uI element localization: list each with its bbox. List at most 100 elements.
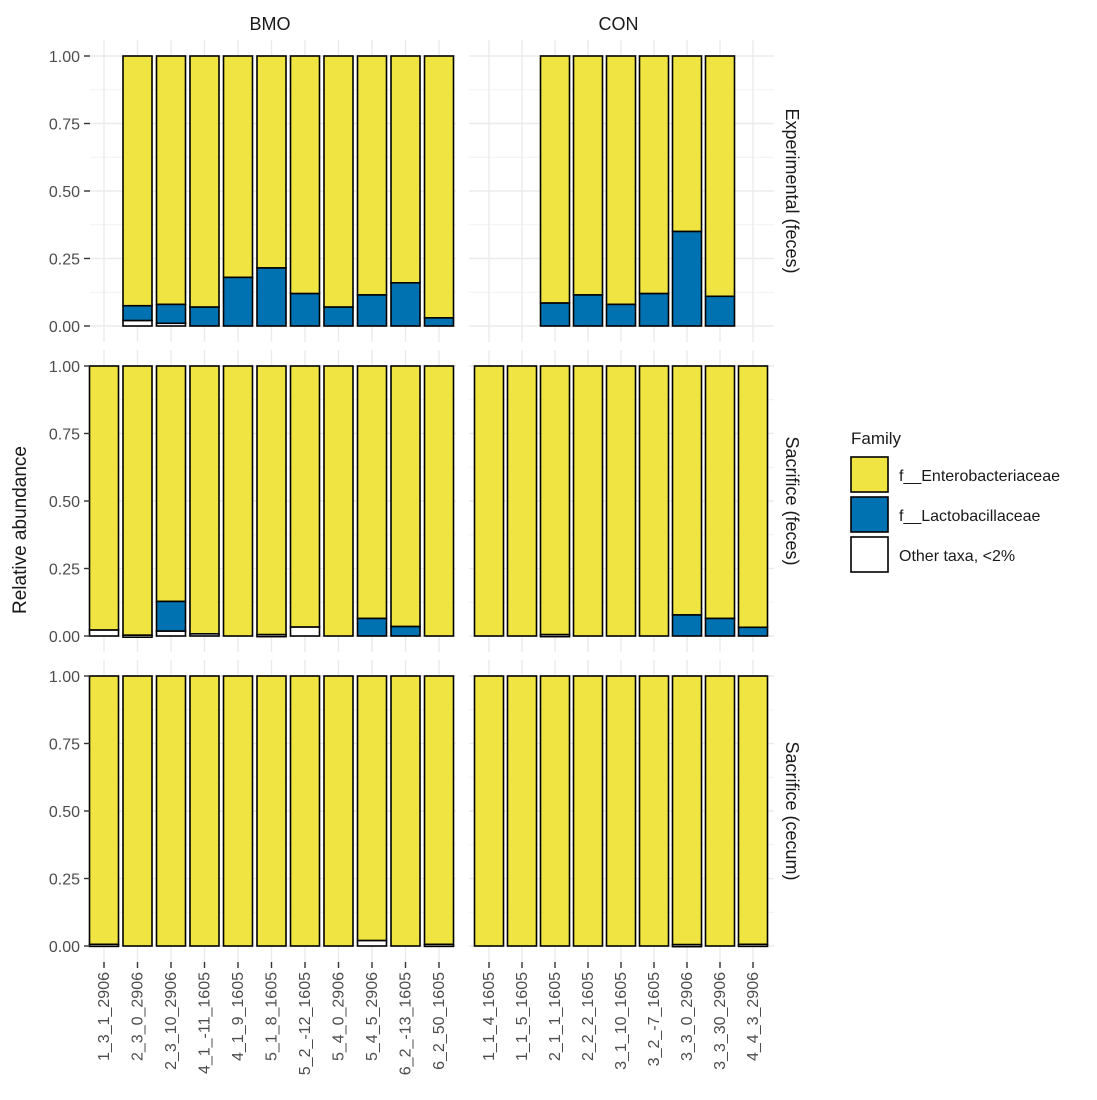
bar-segment-other-taxa [88, 943, 120, 948]
bar-segment-enterobacteriaceae [506, 365, 538, 637]
stacked-bar [122, 55, 153, 327]
bar-segment-lactobacillaceae [189, 306, 220, 327]
bar-segment-enterobacteriaceae [671, 365, 703, 616]
stacked-bar [572, 675, 604, 947]
bar-segment-enterobacteriaceae [572, 365, 604, 637]
bar-segment-lactobacillaceae [155, 600, 187, 632]
x-tick-label: 1_1_5_1605 [514, 972, 531, 1061]
bar-segment-other-taxa [256, 633, 287, 638]
stacked-bar [122, 365, 153, 638]
stacked-bar [189, 365, 220, 637]
bar-segment-other-taxa [289, 626, 321, 637]
bar-segment-enterobacteriaceae [189, 675, 220, 947]
stacked-bar [704, 365, 736, 637]
bar-segment-enterobacteriaceae [323, 675, 354, 947]
stacked-bar [256, 675, 287, 947]
x-tick-label: 6_2_50_1605 [431, 972, 448, 1070]
bar-segment-lactobacillaceae [737, 626, 769, 637]
y-tick-label: 0.75 [49, 117, 80, 134]
bar-segment-lactobacillaceae [704, 295, 736, 327]
x-tick-label: 1_1_4_1605 [481, 972, 498, 1061]
bar-segment-other-taxa [155, 630, 187, 637]
bar-segment-enterobacteriaceae [289, 55, 321, 295]
bar-segment-enterobacteriaceae [638, 55, 670, 295]
stacked-bar [122, 675, 153, 947]
stacked-bar [222, 675, 254, 947]
y-tick-label: 1.00 [49, 359, 80, 376]
y-tick-label: 0.00 [49, 629, 80, 646]
stacked-bar [539, 675, 571, 947]
stacked-bar [638, 675, 670, 947]
stacked-bar [323, 675, 354, 947]
facet-row-label: Sacrifice (cecum) [782, 741, 802, 880]
stacked-bar [506, 675, 538, 947]
bar-segment-enterobacteriaceae [539, 55, 571, 304]
bar-segment-lactobacillaceae [122, 304, 153, 322]
stacked-bar [423, 365, 455, 637]
stacked-bar [704, 55, 736, 327]
y-axis-title: Relative abundance [10, 446, 31, 614]
bar-segment-other-taxa [88, 629, 120, 637]
bar-segment-enterobacteriaceae [222, 365, 254, 637]
x-tick-label: 4_4_3_2906 [745, 972, 762, 1061]
stacked-bar [605, 675, 637, 947]
x-tick-label: 2_1_1_1605 [547, 972, 564, 1061]
stacked-bar [256, 55, 287, 327]
y-tick-label: 0.25 [49, 252, 80, 269]
stacked-bar [88, 675, 120, 948]
stacked-bar [289, 675, 321, 947]
bar-segment-enterobacteriaceae [323, 365, 354, 637]
y-tick-label: 0.50 [49, 494, 80, 511]
stacked-bar [638, 55, 670, 327]
bar-segment-enterobacteriaceae [390, 675, 421, 947]
bar-segment-enterobacteriaceae [356, 55, 388, 296]
bar-segment-enterobacteriaceae [704, 365, 736, 620]
facet-row-label: Sacrifice (feces) [782, 436, 802, 565]
y-tick-label: 0.00 [49, 319, 80, 336]
bar-segment-enterobacteriaceae [704, 675, 736, 947]
stacked-bar [390, 675, 421, 947]
bar-segment-other-taxa [423, 943, 455, 948]
bar-segment-enterobacteriaceae [289, 365, 321, 628]
bar-segment-lactobacillaceae [638, 292, 670, 327]
stacked-bar [473, 675, 505, 947]
x-tick-label: 4_1_9_1605 [230, 972, 247, 1061]
bar-segment-enterobacteriaceae [189, 55, 220, 308]
stacked-bar [155, 365, 187, 637]
bar-segment-other-taxa [122, 634, 153, 638]
bar-segment-other-taxa [356, 939, 388, 947]
bar-segment-enterobacteriaceae [390, 365, 421, 628]
bar-segment-lactobacillaceae [356, 294, 388, 327]
stacked-bar [88, 365, 120, 637]
bar-segment-lactobacillaceae [671, 230, 703, 327]
facet-row-label: Experimental (feces) [782, 108, 802, 273]
stacked-bar [737, 365, 769, 637]
y-tick-label: 0.50 [49, 184, 80, 201]
bar-segment-enterobacteriaceae [155, 55, 187, 306]
bar-segment-enterobacteriaceae [423, 675, 455, 946]
stacked-bar [189, 55, 220, 327]
x-tick-label: 2_3_0_2906 [130, 972, 147, 1061]
panels-layer [88, 40, 774, 962]
bar-segment-lactobacillaceae [390, 625, 421, 637]
legend-item: Other taxa, <2% [850, 536, 1015, 573]
legend-key [850, 496, 889, 533]
x-tick-label: 1_3_1_2906 [96, 972, 113, 1061]
stacked-bar [222, 365, 254, 637]
bar-segment-lactobacillaceae [423, 317, 455, 327]
bar-segment-lactobacillaceae [323, 306, 354, 327]
stacked-bar [323, 365, 354, 637]
stacked-bar [671, 55, 703, 327]
stacked-bar [605, 55, 637, 327]
legend-item: f__Lactobacillaceae [850, 496, 1041, 533]
stacked-bar [390, 365, 421, 637]
legend: Family f__Enterobacteriaceae f__Lactobaci… [850, 429, 1060, 573]
bar-segment-enterobacteriaceae [423, 55, 455, 319]
legend-item: f__Enterobacteriaceae [850, 456, 1060, 493]
y-tick-label: 0.50 [49, 804, 80, 821]
bar-segment-enterobacteriaceae [539, 365, 571, 636]
x-tick-label: 3_2_-7_1605 [646, 972, 663, 1066]
y-tick-label: 0.75 [49, 737, 80, 754]
bar-segment-enterobacteriaceae [737, 675, 769, 946]
stacked-bar [423, 675, 455, 948]
